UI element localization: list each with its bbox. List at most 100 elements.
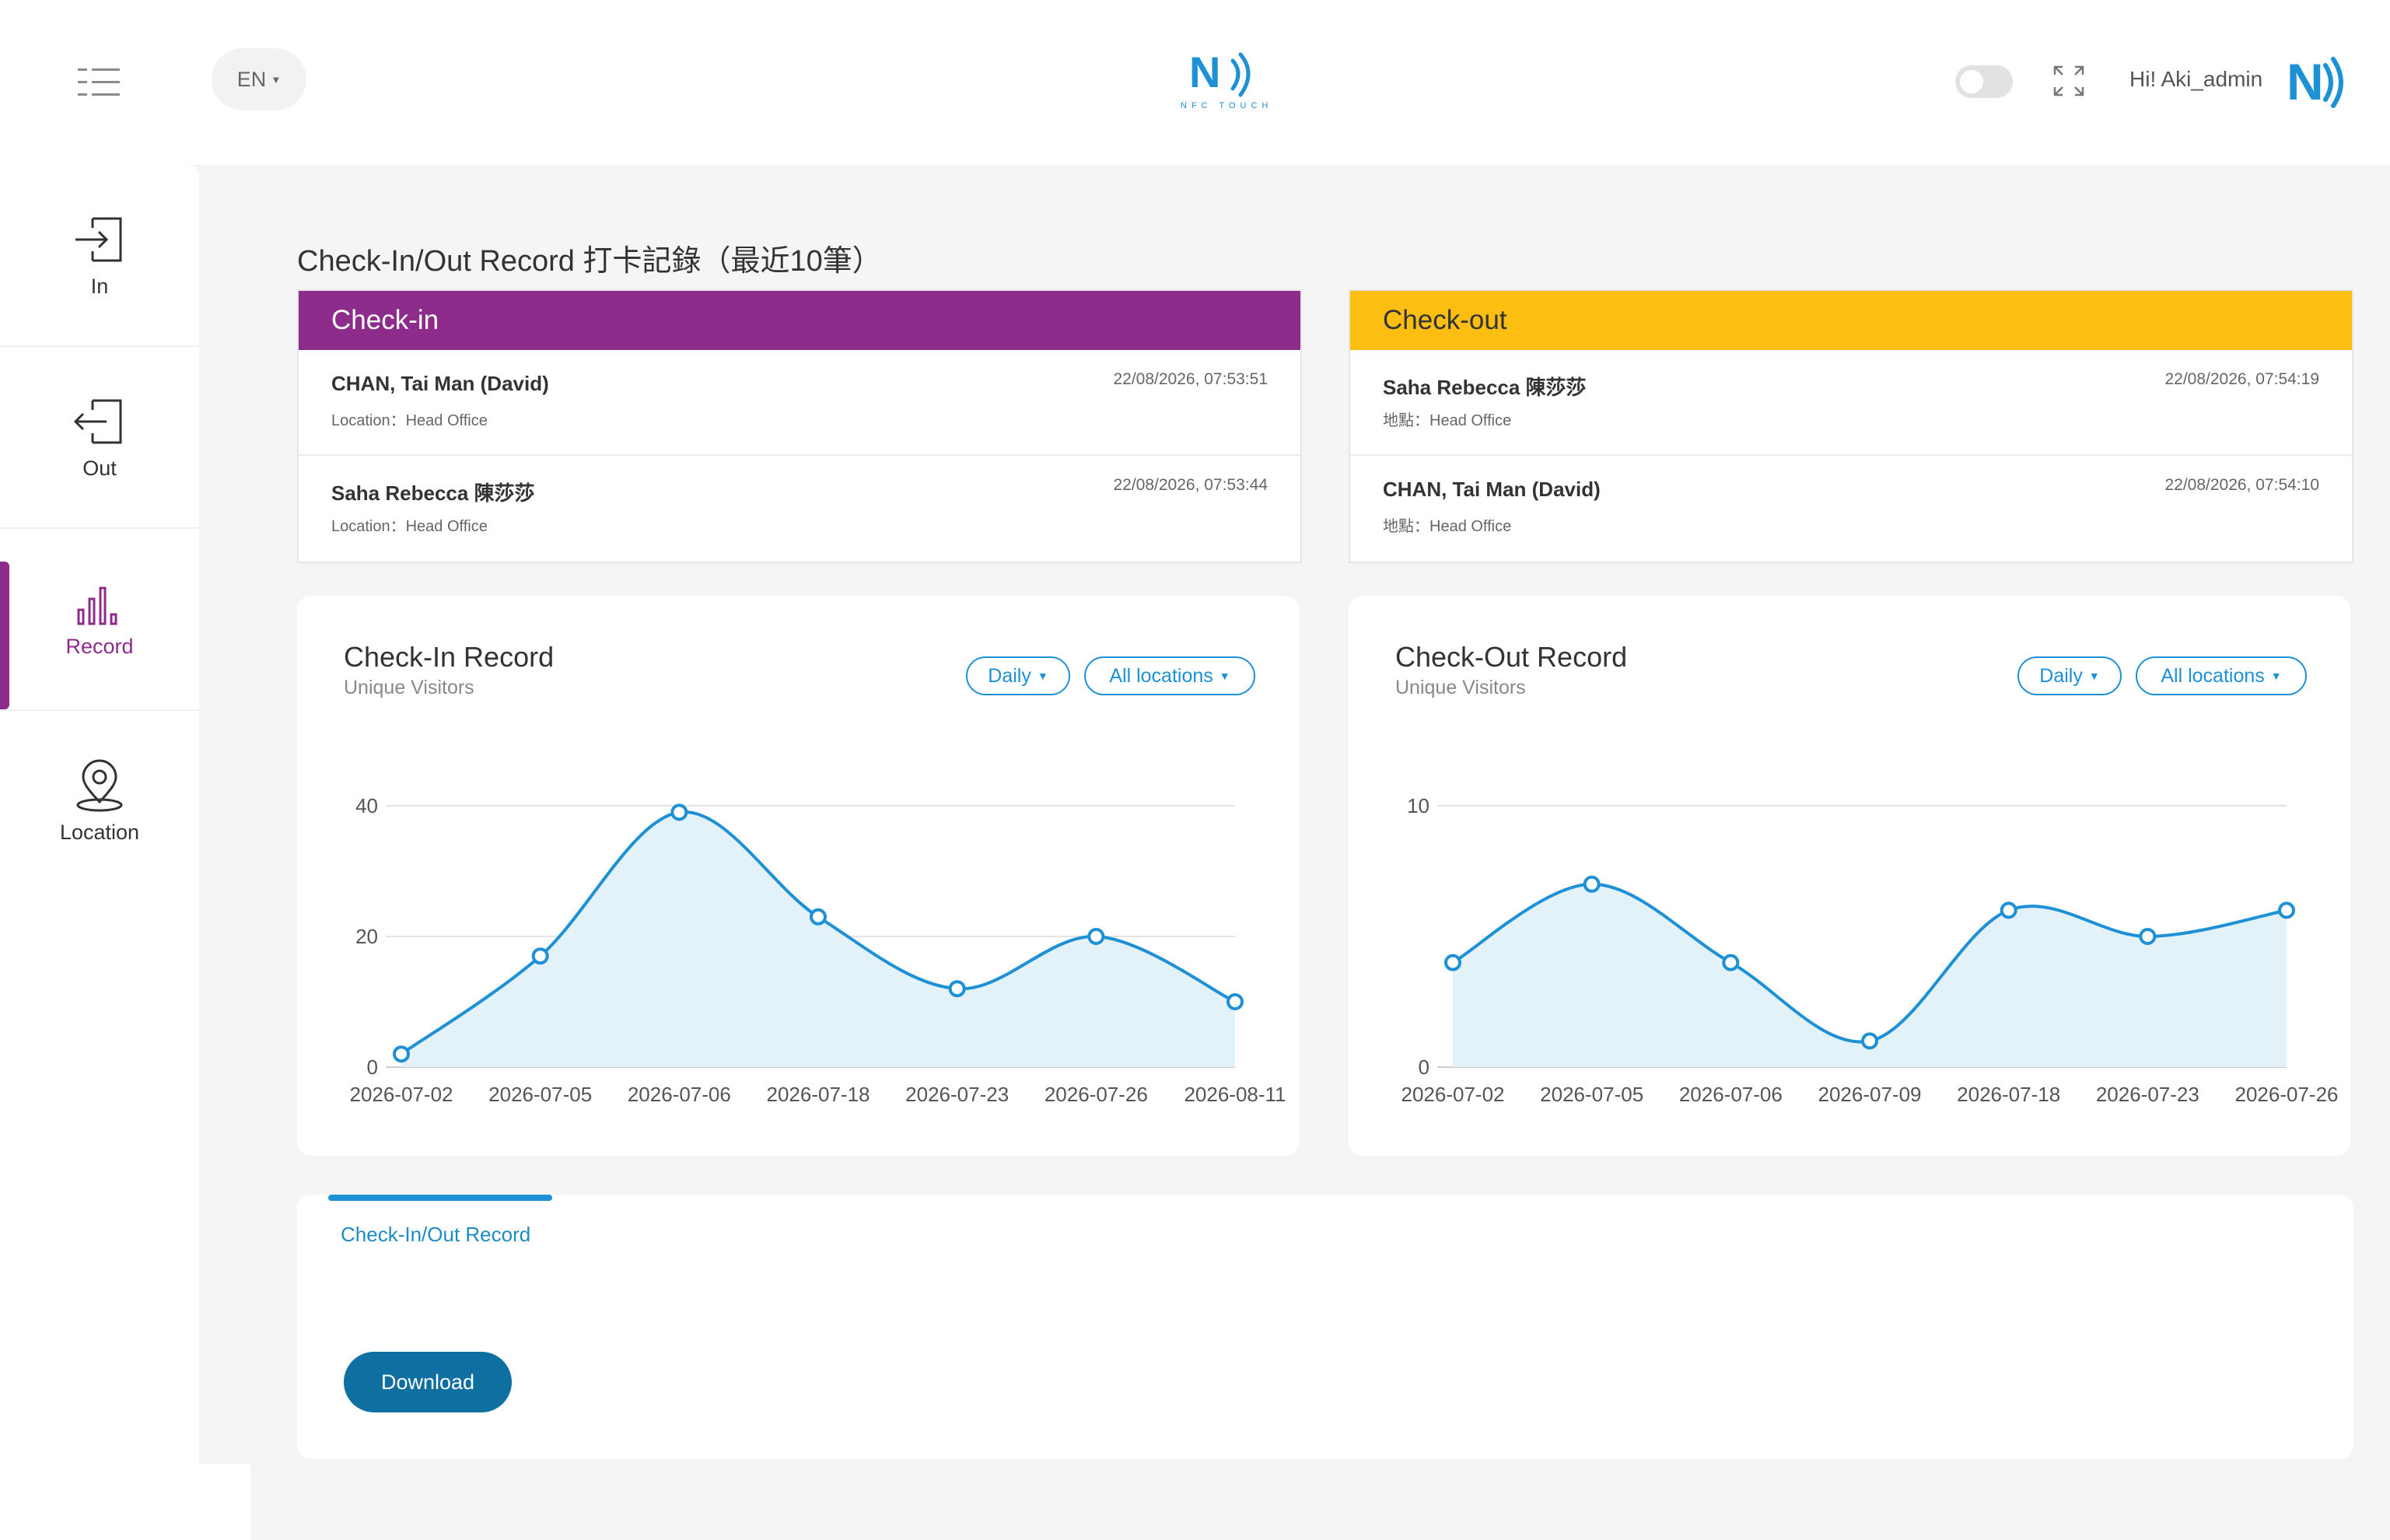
record-time: 22/08/2026, 07:54:10 xyxy=(2164,476,2319,494)
record-name: CHAN, Tai Man (David) xyxy=(331,372,549,395)
record-time: 22/08/2026, 07:53:51 xyxy=(1113,370,1268,388)
data-point[interactable] xyxy=(1444,954,1461,971)
chevron-down-icon: ▼ xyxy=(271,73,282,86)
x-tick-label: 2026-07-02 xyxy=(1401,1083,1505,1106)
tab-active-indicator xyxy=(328,1195,552,1201)
data-point[interactable] xyxy=(2139,928,2157,945)
data-point[interactable] xyxy=(1226,993,1244,1010)
sidebar-item-label: Location xyxy=(59,820,140,844)
toggle-knob xyxy=(1960,70,1983,93)
record-name: Saha Rebecca 陳莎莎 xyxy=(331,481,535,505)
user-greeting[interactable]: Hi! Aki_admin xyxy=(2129,67,2263,91)
record-name: Saha Rebecca 陳莎莎 xyxy=(1383,376,1587,399)
svg-text:N: N xyxy=(2287,53,2324,110)
data-point[interactable] xyxy=(948,980,966,998)
chart-subtitle: Unique Visitors xyxy=(1395,677,1526,698)
logo-text: NFC TOUCH xyxy=(1181,101,1273,110)
period-label: Daily xyxy=(2039,664,2083,687)
checkin-line-chart: 0 20 40 2026-07-02 2026-07-05 2026-07-06 2026-… xyxy=(350,794,1286,1106)
sidebar-item-label: In xyxy=(90,274,109,298)
page-title: Check-In/Out Record 打卡記錄（最近10筆） xyxy=(297,245,882,278)
user-avatar-icon[interactable]: N xyxy=(2287,51,2349,114)
fullscreen-icon[interactable] xyxy=(2053,65,2084,96)
x-tick-label: 2026-07-18 xyxy=(1957,1083,2060,1106)
period-dropdown[interactable]: Daily ▼ xyxy=(2017,656,2122,695)
x-tick-label: 2026-07-09 xyxy=(1818,1083,1922,1106)
location-dropdown[interactable]: All locations ▼ xyxy=(2136,656,2307,695)
checkin-panel-header: Check-in xyxy=(299,291,1300,350)
x-tick-label: 2026-07-02 xyxy=(350,1083,453,1106)
sidebar-item-location[interactable]: Location xyxy=(0,711,199,891)
record-location: Location：Head Office xyxy=(331,412,488,429)
tab-checkin-out-record[interactable]: Check-In/Out Record xyxy=(341,1223,531,1246)
location-dropdown[interactable]: All locations ▼ xyxy=(1084,656,1255,695)
data-point[interactable] xyxy=(1861,1032,1878,1050)
y-tick-label: 10 xyxy=(1407,794,1429,817)
x-tick-label: 2026-07-23 xyxy=(2096,1083,2199,1106)
data-point[interactable] xyxy=(2000,901,2017,919)
sidebar-item-record[interactable]: Record xyxy=(0,529,199,711)
checkout-panel-header: Check-out xyxy=(1350,291,2352,350)
location-pin-icon xyxy=(76,759,123,811)
x-tick-label: 2026-07-23 xyxy=(905,1083,1009,1106)
chevron-down-icon: ▼ xyxy=(1037,670,1048,682)
y-tick-label: 0 xyxy=(1419,1055,1429,1079)
export-card: Check-In/Out Record Download xyxy=(297,1195,2353,1459)
data-point[interactable] xyxy=(1583,875,1601,893)
data-point[interactable] xyxy=(670,803,688,821)
period-label: Daily xyxy=(988,664,1031,687)
y-tick-label: 0 xyxy=(367,1055,378,1079)
x-tick-label: 2026-07-26 xyxy=(2235,1083,2339,1106)
list-item[interactable]: CHAN, Tai Man (David) Location：Head Offi… xyxy=(299,350,1300,456)
checkout-chart-card: Check-Out Record Unique Visitors Daily ▼ … xyxy=(1349,596,2350,1156)
chart-title: Check-Out Record xyxy=(1395,641,1628,673)
sidebar-item-label: Out xyxy=(82,456,117,480)
download-button[interactable]: Download xyxy=(344,1352,512,1412)
series-area xyxy=(401,811,1235,1067)
data-point[interactable] xyxy=(1722,954,1740,971)
sidebar-item-label: Record xyxy=(65,634,134,658)
login-icon xyxy=(75,217,122,261)
period-dropdown[interactable]: Daily ▼ xyxy=(966,656,1070,695)
nfc-touch-logo-icon: N xyxy=(1189,47,1251,97)
x-tick-label: 2026-07-05 xyxy=(1540,1083,1643,1106)
svg-text:N: N xyxy=(1189,47,1220,96)
sidebar-item-in[interactable]: In xyxy=(0,165,199,347)
x-tick-label: 2026-07-18 xyxy=(767,1083,870,1106)
checkout-line-chart: 0 10 2026-07-02 2026-07-05 2026-07-06 2026-07… xyxy=(1401,794,2339,1106)
chart-subtitle: Unique Visitors xyxy=(344,677,474,698)
sidebar-footer xyxy=(0,1464,250,1540)
y-tick-label: 20 xyxy=(355,925,378,948)
sidebar-active-indicator xyxy=(0,562,9,709)
list-item[interactable]: Saha Rebecca 陳莎莎 Location：Head Office 22… xyxy=(299,456,1300,560)
chevron-down-icon: ▼ xyxy=(2270,670,2282,682)
checkout-recent-panel: Check-out Saha Rebecca 陳莎莎 地點：Head Offic… xyxy=(1349,289,2353,563)
series-area xyxy=(1453,884,2287,1067)
x-tick-label: 2026-07-06 xyxy=(628,1083,731,1106)
bar-chart-icon xyxy=(77,586,117,625)
record-location: 地點：Head Office xyxy=(1383,412,1512,429)
record-time: 22/08/2026, 07:53:44 xyxy=(1113,476,1268,494)
data-point[interactable] xyxy=(2278,901,2295,919)
record-location: Location：Head Office xyxy=(331,518,488,535)
theme-toggle[interactable] xyxy=(1955,65,2013,98)
checkin-chart-card: Check-In Record Unique Visitors Daily ▼ A… xyxy=(297,596,1299,1156)
data-point[interactable] xyxy=(810,908,827,926)
chart-title: Check-In Record xyxy=(344,641,555,673)
location-label: All locations xyxy=(1109,664,1213,687)
checkin-recent-panel: Check-in CHAN, Tai Man (David) Location：… xyxy=(297,289,1302,563)
record-time: 22/08/2026, 07:54:19 xyxy=(2164,370,2319,388)
record-location: 地點：Head Office xyxy=(1383,518,1512,535)
data-point[interactable] xyxy=(1087,928,1105,945)
list-item[interactable]: CHAN, Tai Man (David) 地點：Head Office 22/… xyxy=(1350,456,2352,560)
x-tick-label: 2026-07-05 xyxy=(488,1083,592,1106)
location-label: All locations xyxy=(2161,664,2265,687)
data-point[interactable] xyxy=(531,947,549,965)
sidebar-item-out[interactable]: Out xyxy=(0,347,199,529)
menu-icon[interactable] xyxy=(78,67,120,98)
sidebar: In Out Record Location xyxy=(0,165,199,1464)
data-point[interactable] xyxy=(393,1045,410,1063)
x-tick-label: 2026-08-11 xyxy=(1184,1083,1286,1106)
list-item[interactable]: Saha Rebecca 陳莎莎 地點：Head Office 22/08/20… xyxy=(1350,350,2352,456)
language-selector[interactable]: EN ▼ xyxy=(212,48,306,110)
